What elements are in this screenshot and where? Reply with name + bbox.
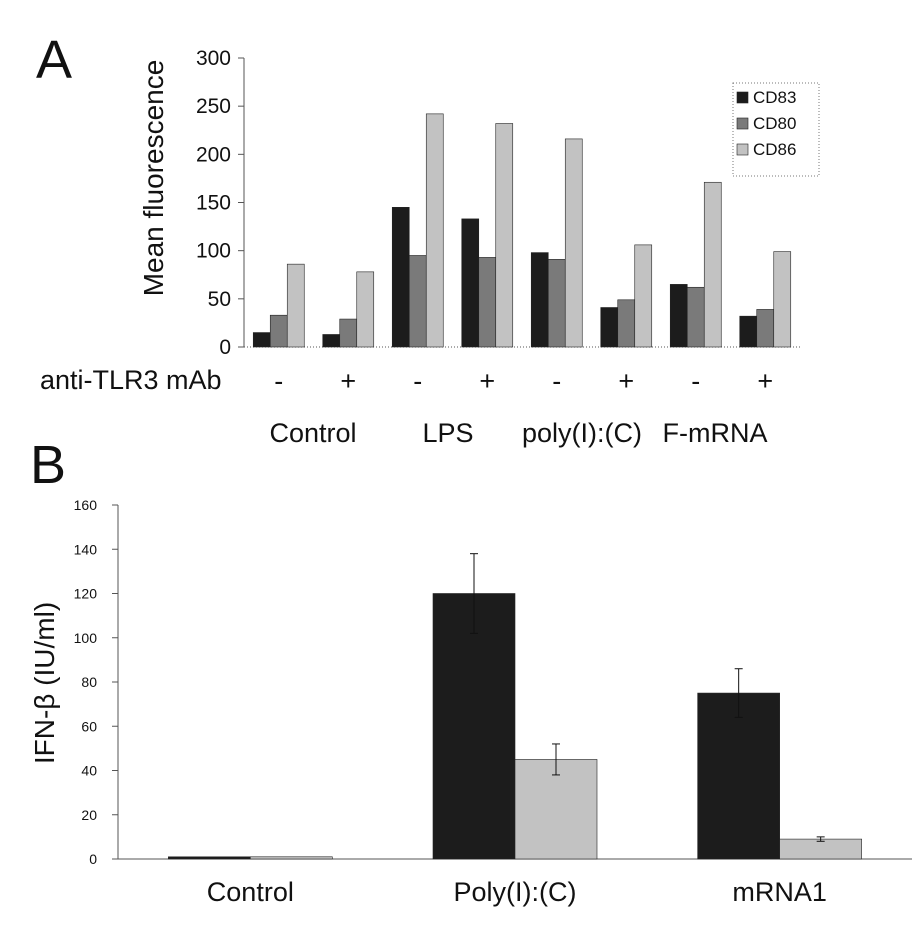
panel-b-bar — [697, 692, 780, 860]
panel-b-y-tick-label: 80 — [81, 674, 97, 690]
panel-a-bar-cd83 — [739, 315, 758, 348]
panel-a-bar-cd83 — [461, 218, 480, 348]
panel-a-letter: A — [36, 30, 72, 90]
panel-a-y-tick-label: 100 — [196, 240, 231, 263]
panel-b-category-label: mRNA1 — [732, 877, 827, 907]
panel-a-bar-cd86 — [425, 113, 444, 348]
panel-a-bar-cd80 — [617, 299, 636, 348]
panel-a-bar-cd86 — [286, 263, 305, 348]
panel-a-bar-cd80 — [547, 259, 566, 348]
panel-a-treatment-sign: - — [274, 366, 283, 396]
panel-a-group-label: poly(I):(C) — [522, 418, 642, 448]
panel-a-group-label: Control — [269, 418, 356, 448]
panel-b-category-label: Control — [207, 877, 294, 907]
panel-b-category-label: Poly(I):(C) — [454, 877, 577, 907]
panel-a-treatment-sign: - — [413, 366, 422, 396]
panel-b-y-tick-label: 160 — [74, 497, 98, 513]
panel-a-bar-cd80 — [686, 286, 705, 348]
panel-a-y-tick-label: 250 — [196, 95, 231, 118]
anti-tlr3-row-label: anti-TLR3 mAb — [40, 365, 222, 395]
panel-a-bar-cd80 — [478, 257, 497, 348]
panel-a-legend-frame — [732, 82, 820, 177]
panel-a-chart: Mean fluorescence anti-TLR3 mAb 0 50 100 15… — [40, 47, 820, 448]
panel-a-bar-cd86 — [773, 251, 792, 348]
panel-a-y-tick-label: 0 — [219, 336, 231, 359]
panel-a-bar-cd83 — [600, 307, 619, 348]
panel-a-bar-cd86 — [564, 138, 583, 348]
panel-a-legend-label: CD86 — [753, 140, 796, 159]
panel-a-bar-cd83 — [669, 284, 688, 348]
panel-b-y-tick-label: 0 — [89, 851, 97, 867]
panel-b-y-tick-label: 40 — [81, 763, 97, 779]
panel-b-bar — [250, 856, 333, 860]
panel-b-bar — [432, 593, 516, 860]
panel-a-y-axis-title: Mean fluorescence — [138, 60, 169, 297]
panel-a-treatment-sign: - — [691, 366, 700, 396]
panel-b-chart: IFN-β (IU/ml) 0 20 40 60 80 100 120 140 160 Contr… — [29, 497, 912, 907]
panel-b-y-tick-label: 20 — [81, 807, 97, 823]
panel-a-y-tick-label: 150 — [196, 192, 231, 215]
panel-b-bar — [168, 856, 251, 860]
panel-a-bar-cd80 — [756, 309, 775, 348]
panel-a-bar-cd86 — [634, 244, 653, 348]
panel-a-legend-swatch-cd83 — [736, 91, 749, 104]
panel-a-y-tick-label: 200 — [196, 143, 231, 166]
panel-a-bar-cd86 — [356, 271, 375, 348]
panel-a-group-label: LPS — [422, 418, 473, 448]
panel-a-bar-cd80 — [339, 318, 358, 348]
panel-a-group-label: F-mRNA — [663, 418, 768, 448]
panel-a-treatment-sign: + — [340, 366, 356, 396]
panel-a-bar-cd83 — [391, 207, 410, 348]
panel-b-bar — [779, 838, 862, 860]
panel-a-bar-cd80 — [408, 255, 427, 348]
panel-a-treatment-sign: - — [552, 366, 561, 396]
panel-a-bar-cd83 — [252, 332, 271, 348]
panel-a-treatment-sign: + — [618, 366, 634, 396]
panel-b-y-axis-title: IFN-β (IU/ml) — [29, 602, 60, 764]
panel-b-bar — [514, 759, 598, 860]
panel-b-y-tick-label: 100 — [74, 630, 98, 646]
panel-b-y-tick-label: 60 — [81, 718, 97, 734]
panel-a-legend-swatch-cd80 — [736, 117, 749, 130]
panel-a-legend-label: CD80 — [753, 114, 796, 133]
panel-a-bar-cd83 — [322, 334, 341, 348]
panel-a-bar-cd86 — [495, 123, 514, 348]
panel-a-treatment-sign: + — [757, 366, 773, 396]
panel-a-bar-cd80 — [269, 314, 288, 348]
panel-a-bar-cd86 — [703, 181, 722, 348]
panel-a-y-tick-label: 50 — [208, 288, 231, 311]
panel-a-treatment-sign: + — [479, 366, 495, 396]
panel-a-legend-label: CD83 — [753, 88, 796, 107]
panel-b-letter: B — [30, 435, 66, 495]
panel-b-y-tick-label: 120 — [74, 586, 98, 602]
panel-a-bar-cd83 — [530, 252, 549, 348]
panel-b-y-tick-label: 140 — [74, 541, 98, 557]
panel-a-legend-swatch-cd86 — [736, 143, 749, 156]
panel-a-y-tick-label: 300 — [196, 47, 231, 70]
